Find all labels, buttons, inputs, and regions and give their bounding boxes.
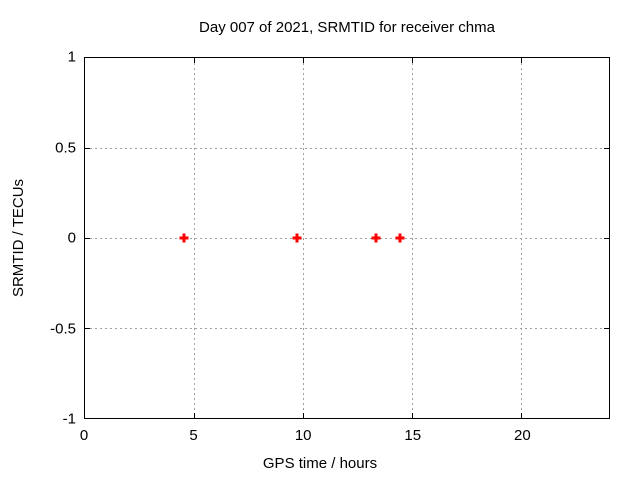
- data-point-marker: [179, 233, 189, 243]
- tick-mark-top: [521, 58, 523, 63]
- x-tick-label: 15: [404, 427, 422, 444]
- y-tick-label: 0: [67, 229, 76, 247]
- data-point-marker: [371, 233, 381, 243]
- y-tick-label: 1: [67, 48, 76, 66]
- tick-mark-right: [604, 237, 609, 239]
- data-point-marker: [292, 233, 302, 243]
- x-tick-label: 20: [513, 427, 531, 444]
- tick-mark-left: [85, 147, 90, 149]
- grid-line-horizontal: [85, 147, 609, 149]
- tick-mark-right: [604, 327, 609, 329]
- y-tick-label: -0.5: [50, 320, 76, 337]
- tick-mark-bottom: [412, 413, 413, 418]
- grid-line-horizontal: [85, 237, 609, 239]
- tick-mark-bottom: [302, 413, 304, 418]
- x-tick-label: 0: [79, 427, 89, 444]
- chart-title: Day 007 of 2021, SRMTID for receiver chm…: [199, 19, 495, 36]
- tick-mark-left: [85, 237, 90, 239]
- x-axis-label: GPS time / hours: [262, 455, 378, 472]
- tick-mark-bottom: [193, 413, 195, 418]
- tick-mark-top: [302, 58, 304, 63]
- tick-mark-top: [412, 58, 413, 63]
- tick-mark-top: [193, 58, 195, 63]
- tick-mark-bottom: [521, 413, 523, 418]
- grid-line-horizontal: [85, 327, 609, 329]
- data-point-marker: [395, 233, 405, 243]
- y-tick-label: -1: [62, 410, 76, 428]
- tick-mark-left: [85, 327, 90, 329]
- y-tick-label: 0.5: [55, 139, 76, 156]
- plot-area: [84, 57, 610, 419]
- x-tick-label: 5: [189, 427, 198, 444]
- tick-mark-right: [604, 147, 609, 149]
- x-tick-label: 10: [294, 427, 312, 444]
